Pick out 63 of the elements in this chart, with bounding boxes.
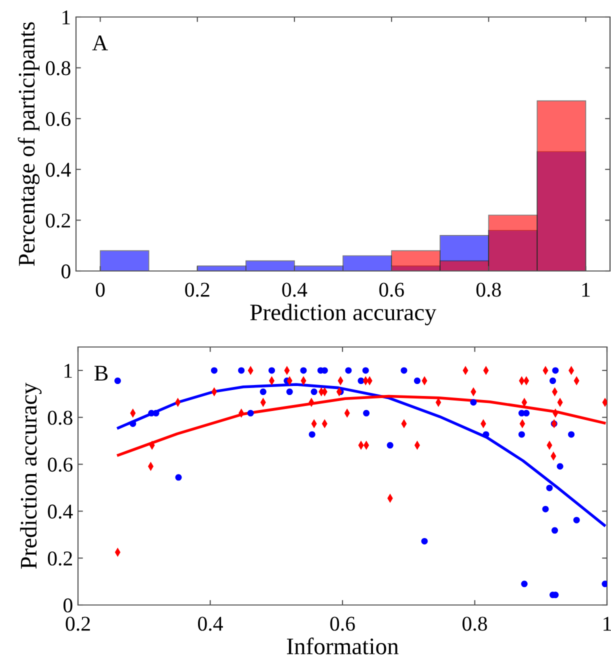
point: [345, 367, 352, 374]
point: [552, 367, 559, 374]
x-axis-title: Information: [286, 638, 399, 654]
point: [130, 420, 136, 427]
y-tick-label: 0.6: [48, 458, 73, 472]
point: [542, 506, 549, 512]
y-tick-label: 1: [62, 10, 70, 24]
point: [556, 463, 564, 470]
x-tick-label: 0.8: [476, 282, 501, 297]
point: [521, 580, 528, 588]
x-tick-label: 0.4: [198, 616, 223, 631]
x-tick-label: 1: [582, 282, 590, 297]
point: [286, 388, 293, 396]
y-tick-label: 0.8: [46, 61, 70, 76]
point: [238, 367, 245, 374]
point: [518, 431, 525, 438]
point: [308, 431, 316, 438]
x-axis-title: Prediction accuracy: [250, 304, 436, 326]
y-tick-label: 0: [62, 264, 70, 278]
x-tick-label: 0.8: [462, 616, 487, 631]
y-tick-label: 0.2: [48, 551, 72, 566]
point: [482, 431, 490, 438]
x-tick-label: 0: [96, 282, 105, 297]
point: [247, 410, 254, 416]
x-tick-label: 0.4: [282, 282, 308, 297]
y-tick-label: 1: [64, 364, 72, 378]
point: [175, 474, 182, 481]
point: [523, 410, 530, 416]
y-axis-title: Percentage of participants: [18, 22, 40, 266]
annotation: A: [92, 36, 108, 50]
point: [300, 367, 307, 374]
point: [400, 367, 408, 374]
point: [358, 378, 364, 384]
y-axis-title: Prediction accuracy: [20, 382, 42, 569]
x-tick-label: 0.2: [185, 282, 210, 297]
point: [550, 378, 556, 384]
point: [573, 516, 580, 524]
point: [310, 388, 318, 396]
point: [210, 367, 218, 374]
point: [421, 538, 428, 544]
x-tick-label: 1: [604, 616, 611, 631]
point: [363, 410, 370, 416]
point: [470, 399, 477, 406]
y-tick-label: 0.8: [48, 410, 72, 425]
point: [602, 580, 607, 588]
y-tick-label: 0.4: [46, 162, 71, 177]
point: [114, 378, 121, 384]
point: [568, 431, 575, 438]
x-tick-label: 0.6: [330, 616, 355, 631]
point: [552, 527, 558, 534]
point: [268, 367, 276, 374]
point: [362, 367, 369, 374]
annotation: B: [94, 366, 108, 381]
y-tick-label: 0.4: [48, 504, 73, 519]
y-tick-label: 0: [64, 598, 72, 612]
x-tick-label: 0.6: [379, 282, 404, 297]
y-tick-label: 0.2: [46, 214, 70, 228]
point: [260, 388, 266, 396]
point: [386, 442, 394, 449]
point: [414, 378, 420, 384]
y-tick-label: 0.6: [46, 112, 71, 126]
point: [546, 484, 553, 492]
point: [152, 410, 160, 416]
